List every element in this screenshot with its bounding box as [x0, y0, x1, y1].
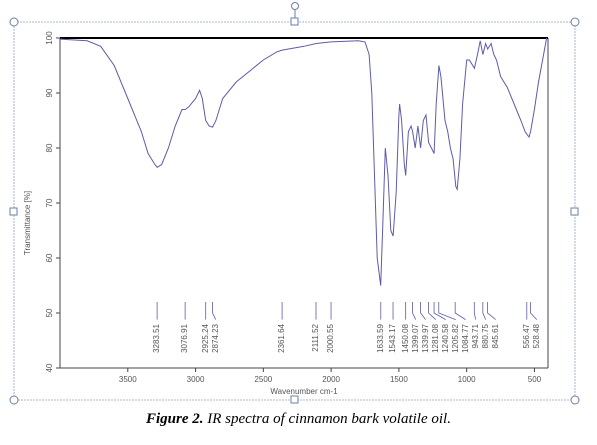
- peak-label: 1339.97: [421, 323, 430, 352]
- peak-label: 1205.82: [451, 323, 460, 352]
- handle[interactable]: [570, 207, 579, 216]
- peak-label: 943.71: [471, 323, 480, 348]
- x-tick-label: 1500: [390, 375, 408, 384]
- y-axis-label: Transmittance [%]: [23, 191, 32, 255]
- y-tick-label: 50: [45, 308, 54, 317]
- handle[interactable]: [570, 17, 580, 27]
- peak-label: 2111.52: [311, 323, 320, 351]
- x-tick-label: 2500: [254, 375, 272, 384]
- peak-label: 845.61: [491, 323, 500, 348]
- spectrum-line: [59, 37, 548, 286]
- x-tick-label: 500: [528, 375, 542, 384]
- peak-label: 3283.51: [152, 323, 161, 352]
- caption-text: IR spectra of cinnamon bark volatile oil…: [207, 411, 451, 427]
- peak-marker: [428, 302, 436, 320]
- handle[interactable]: [570, 395, 580, 405]
- peak-label: 1450.08: [401, 323, 410, 352]
- handle[interactable]: [9, 17, 19, 27]
- peak-label: 2361.64: [277, 323, 286, 352]
- x-tick-label: 2000: [322, 375, 340, 384]
- caption-label: Figure 2.: [146, 411, 204, 427]
- peak-label: 880.75: [481, 323, 490, 348]
- peak-marker: [530, 302, 538, 320]
- peak-marker: [487, 302, 496, 320]
- y-tick-label: 90: [45, 88, 54, 97]
- x-tick-label: 3500: [119, 375, 137, 384]
- chart: Transmittance [%] Wavenumber cm-1 40 50 60…: [9, 2, 580, 405]
- x-tick-label: 3000: [187, 375, 205, 384]
- y-tick-label: 80: [45, 143, 54, 152]
- handle[interactable]: [9, 207, 18, 216]
- peak-label: 1633.59: [376, 323, 385, 352]
- peak-label: 1281.08: [431, 323, 440, 352]
- peak-label: 1399.07: [411, 323, 420, 352]
- peak-marker: [438, 302, 456, 320]
- x-axis-label: Wavenumber cm-1: [270, 387, 338, 396]
- peak-label: 1543.17: [388, 323, 397, 352]
- peak-marker: [212, 302, 217, 320]
- caption: Figure 2. IR spectra of cinnamon bark vo…: [0, 411, 597, 428]
- peak-marker: [433, 302, 446, 320]
- y-tick-label: 100: [45, 31, 54, 45]
- handle[interactable]: [9, 395, 19, 405]
- peak-label: 2925.24: [201, 323, 210, 352]
- peak-marker: [420, 302, 426, 320]
- peak-marker: [482, 302, 487, 320]
- y-tick-label: 40: [45, 363, 54, 372]
- peak-label: 528.48: [532, 323, 541, 348]
- peak-marker: [473, 302, 477, 320]
- peak-label: 2874.23: [211, 323, 220, 352]
- peak-marker: [412, 302, 417, 320]
- selection-frame: [9, 2, 580, 405]
- peak-marker: [454, 302, 466, 320]
- y-tick-label: 60: [45, 253, 54, 262]
- handle[interactable]: [291, 2, 299, 10]
- peak-label: 2000.55: [326, 323, 335, 352]
- peak-label: 556.47: [522, 323, 531, 348]
- handle[interactable]: [290, 17, 299, 26]
- handle[interactable]: [290, 395, 299, 404]
- peak-label: 1084.77: [461, 323, 470, 352]
- y-tick-label: 70: [45, 198, 54, 207]
- peak-label: 1240.58: [441, 323, 450, 352]
- x-tick-label: 1000: [458, 375, 476, 384]
- peak-label: 3076.91: [180, 323, 189, 352]
